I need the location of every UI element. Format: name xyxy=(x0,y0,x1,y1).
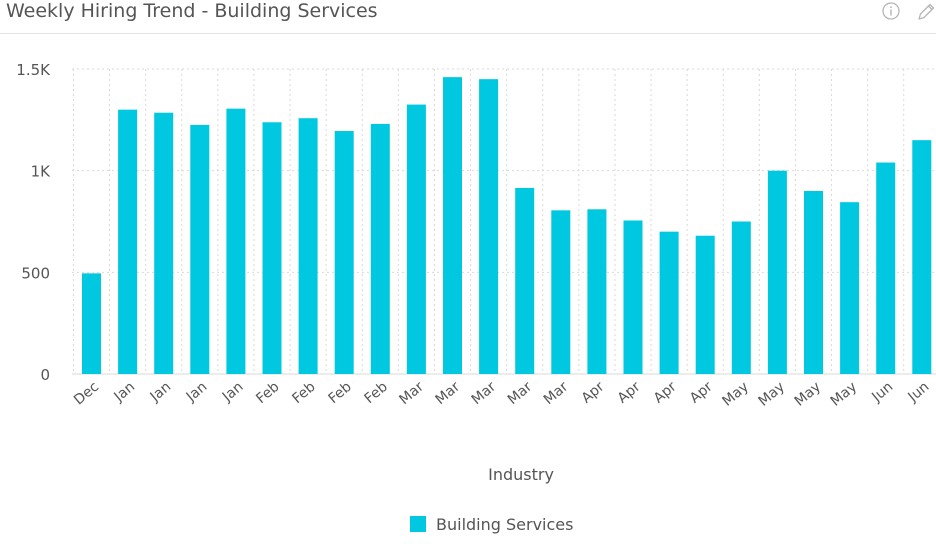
bar[interactable] xyxy=(370,123,390,375)
chart-header: Weekly Hiring Trend - Building Services xyxy=(0,0,936,34)
x-tick-label: Jan xyxy=(183,379,211,406)
chart-title: Weekly Hiring Trend - Building Services xyxy=(6,0,378,22)
bar[interactable] xyxy=(515,187,535,374)
legend[interactable]: Building Services xyxy=(410,513,573,535)
x-tick-label: Mar xyxy=(469,379,500,408)
bar-series xyxy=(82,77,932,375)
x-tick-label: Jan xyxy=(111,379,139,406)
bar[interactable] xyxy=(190,124,210,375)
bar[interactable] xyxy=(226,108,246,375)
bar[interactable] xyxy=(443,77,462,374)
x-tick-label: May xyxy=(756,379,788,410)
bar[interactable] xyxy=(82,273,101,374)
x-tick-label: Mar xyxy=(505,379,536,408)
x-tick-label: Apr xyxy=(651,379,680,407)
pencil-icon[interactable] xyxy=(916,2,936,22)
x-tick-label: Jun xyxy=(905,379,933,406)
x-tick-label: Feb xyxy=(253,379,282,407)
x-tick-label: Apr xyxy=(615,379,644,407)
bar[interactable] xyxy=(840,202,860,374)
bar[interactable] xyxy=(731,221,751,375)
grid-lines xyxy=(72,68,936,375)
info-icon[interactable] xyxy=(882,2,900,20)
bar[interactable] xyxy=(659,231,679,374)
bar[interactable] xyxy=(551,210,571,374)
bar[interactable] xyxy=(876,162,896,374)
bar[interactable] xyxy=(804,191,823,374)
legend-swatch xyxy=(410,516,426,532)
x-tick-label: Jan xyxy=(219,379,247,406)
y-tick-label: 0 xyxy=(40,366,50,384)
bar[interactable] xyxy=(479,79,499,374)
bar[interactable] xyxy=(767,170,787,374)
bar[interactable] xyxy=(118,109,138,375)
legend-label: Building Services xyxy=(436,514,574,534)
bar[interactable] xyxy=(298,118,318,374)
bar[interactable] xyxy=(623,220,643,374)
y-tick-label: 1.5K xyxy=(16,61,51,79)
bar[interactable] xyxy=(154,112,174,374)
x-tick-label: Feb xyxy=(325,379,354,407)
x-axis-label: Industry xyxy=(488,465,554,484)
x-tick-label: Apr xyxy=(579,379,608,407)
x-tick-label: Mar xyxy=(541,379,572,408)
bar[interactable] xyxy=(406,104,426,374)
x-tick-label: Dec xyxy=(71,379,102,409)
x-tick-label: May xyxy=(719,379,751,410)
y-tick-label: 500 xyxy=(21,264,50,282)
y-axis-ticks: 0 500 1K 1.5K xyxy=(16,61,51,384)
x-tick-label: May xyxy=(792,379,824,410)
x-tick-label: Feb xyxy=(362,379,391,407)
x-tick-label: Jan xyxy=(147,379,175,406)
bar[interactable] xyxy=(695,235,715,374)
bar[interactable] xyxy=(262,122,282,374)
x-axis-ticks: Dec Jan Jan Jan Jan Feb Feb Feb Feb Mar Mar Mar Mar M… xyxy=(71,379,932,410)
x-tick-label: Jun xyxy=(868,379,896,406)
bar[interactable] xyxy=(912,140,932,374)
bar[interactable] xyxy=(587,209,607,374)
x-tick-label: Mar xyxy=(396,379,427,408)
y-tick-label: 1K xyxy=(31,163,52,181)
x-tick-label: Feb xyxy=(289,379,318,407)
bar[interactable] xyxy=(334,131,354,374)
x-tick-label: Mar xyxy=(433,379,464,408)
x-tick-label: Apr xyxy=(687,379,716,407)
x-tick-label: May xyxy=(828,379,860,410)
